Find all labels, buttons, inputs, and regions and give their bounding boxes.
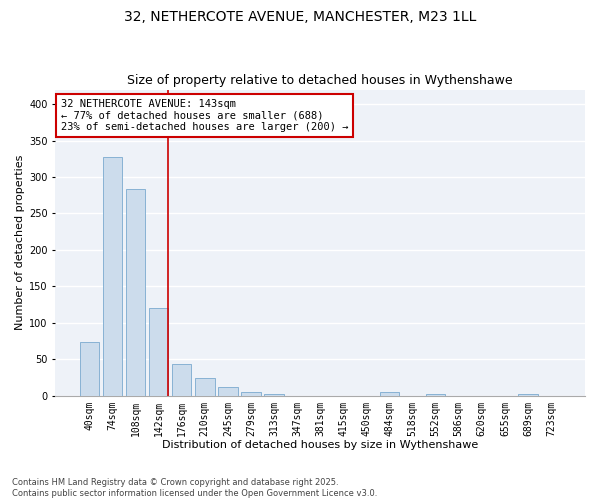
Bar xyxy=(264,394,284,396)
Bar xyxy=(518,394,538,396)
Bar xyxy=(380,392,399,396)
Bar xyxy=(426,394,445,396)
Bar xyxy=(80,342,99,396)
Bar xyxy=(195,378,215,396)
Bar xyxy=(103,156,122,396)
Bar xyxy=(172,364,191,396)
Text: 32, NETHERCOTE AVENUE, MANCHESTER, M23 1LL: 32, NETHERCOTE AVENUE, MANCHESTER, M23 1… xyxy=(124,10,476,24)
Bar xyxy=(149,308,169,396)
Text: 32 NETHERCOTE AVENUE: 143sqm
← 77% of detached houses are smaller (688)
23% of s: 32 NETHERCOTE AVENUE: 143sqm ← 77% of de… xyxy=(61,98,348,132)
Text: Contains HM Land Registry data © Crown copyright and database right 2025.
Contai: Contains HM Land Registry data © Crown c… xyxy=(12,478,377,498)
Bar xyxy=(241,392,261,396)
Bar xyxy=(125,188,145,396)
Y-axis label: Number of detached properties: Number of detached properties xyxy=(15,155,25,330)
Bar xyxy=(218,387,238,396)
Title: Size of property relative to detached houses in Wythenshawe: Size of property relative to detached ho… xyxy=(127,74,513,87)
X-axis label: Distribution of detached houses by size in Wythenshawe: Distribution of detached houses by size … xyxy=(162,440,478,450)
